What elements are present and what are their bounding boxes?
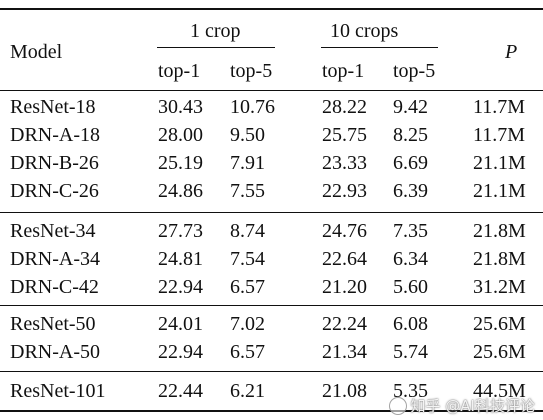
cell-params: 21.1M [473, 152, 526, 174]
header-params: P [505, 41, 518, 63]
cell-top5-1crop: 6.21 [230, 380, 265, 402]
cell-top1-10crops: 21.20 [322, 276, 367, 298]
bottom-rule [0, 410, 543, 412]
cell-top5-10crops: 6.39 [393, 180, 428, 202]
cell-top5-1crop: 7.91 [230, 152, 265, 174]
watermark-logo-icon [388, 396, 407, 415]
cell-top5-10crops: 5.60 [393, 276, 428, 298]
cell-top5-1crop: 7.02 [230, 313, 265, 335]
cell-params: 31.2M [473, 276, 526, 298]
watermark: 知乎 @AI科技评论 [388, 395, 535, 416]
cell-top1-1crop: 30.43 [158, 96, 203, 118]
cell-top1-1crop: 28.00 [158, 124, 203, 146]
cell-top1-1crop: 22.94 [158, 341, 203, 363]
cell-params: 11.7M [473, 124, 526, 146]
header-top5-10crops: top-5 [393, 60, 436, 82]
cell-top5-10crops: 5.35 [393, 380, 428, 402]
cell-top1-10crops: 22.64 [322, 248, 367, 270]
cell-params: 21.8M [473, 248, 526, 270]
cell-top1-1crop: 24.86 [158, 180, 203, 202]
cell-top5-10crops: 7.35 [393, 220, 428, 242]
model-name: DRN-A-18 [10, 124, 100, 146]
header-top1-1crop: top-1 [158, 60, 201, 82]
cell-top5-10crops: 6.69 [393, 152, 428, 174]
cell-params: 21.8M [473, 220, 526, 242]
group-rule [0, 212, 543, 213]
cell-top5-10crops: 5.74 [393, 341, 428, 363]
cell-top1-10crops: 21.34 [322, 341, 367, 363]
cell-top5-10crops: 6.34 [393, 248, 428, 270]
cell-top1-10crops: 25.75 [322, 124, 367, 146]
top-rule [0, 8, 543, 10]
cell-top5-1crop: 8.74 [230, 220, 265, 242]
cell-top5-10crops: 8.25 [393, 124, 428, 146]
header-top1-10crops: top-1 [322, 60, 365, 82]
model-name: DRN-A-50 [10, 341, 100, 363]
cell-params: 25.6M [473, 341, 526, 363]
cell-top5-10crops: 9.42 [393, 96, 428, 118]
model-name: DRN-C-26 [10, 180, 99, 202]
cell-top1-1crop: 22.94 [158, 276, 203, 298]
subrule-1-crop [157, 47, 275, 48]
cell-top1-1crop: 27.73 [158, 220, 203, 242]
cell-top5-10crops: 6.08 [393, 313, 428, 335]
cell-top5-1crop: 9.50 [230, 124, 265, 146]
cell-top1-10crops: 23.33 [322, 152, 367, 174]
cell-params: 44.5M [473, 380, 526, 402]
cell-top1-1crop: 24.81 [158, 248, 203, 270]
model-name: ResNet-50 [10, 313, 96, 335]
group-rule [0, 371, 543, 372]
cell-top1-1crop: 25.19 [158, 152, 203, 174]
cell-top1-1crop: 24.01 [158, 313, 203, 335]
cell-top1-10crops: 24.76 [322, 220, 367, 242]
model-name: DRN-C-42 [10, 276, 99, 298]
group-rule [0, 305, 543, 306]
cell-top5-1crop: 7.55 [230, 180, 265, 202]
subrule-10-crops [321, 47, 438, 48]
cell-params: 25.6M [473, 313, 526, 335]
cell-top1-10crops: 22.24 [322, 313, 367, 335]
header-top5-1crop: top-5 [230, 60, 273, 82]
model-name: DRN-A-34 [10, 248, 100, 270]
cell-top5-1crop: 10.76 [230, 96, 275, 118]
cell-top1-10crops: 22.93 [322, 180, 367, 202]
header-10-crops: 10 crops [330, 20, 399, 42]
cell-params: 11.7M [473, 96, 526, 118]
header-model: Model [10, 41, 63, 63]
cell-top1-1crop: 22.44 [158, 380, 203, 402]
model-name: DRN-B-26 [10, 152, 99, 174]
cell-top5-1crop: 7.54 [230, 248, 265, 270]
cell-top5-1crop: 6.57 [230, 276, 265, 298]
cell-top1-10crops: 28.22 [322, 96, 367, 118]
model-name: ResNet-101 [10, 380, 106, 402]
cell-top1-10crops: 21.08 [322, 380, 367, 402]
model-name: ResNet-34 [10, 220, 96, 242]
header-rule [0, 90, 543, 91]
model-name: ResNet-18 [10, 96, 96, 118]
header-1-crop: 1 crop [190, 20, 241, 42]
cell-top5-1crop: 6.57 [230, 341, 265, 363]
watermark-text: 知乎 @AI科技评论 [410, 397, 535, 415]
cell-params: 21.1M [473, 180, 526, 202]
